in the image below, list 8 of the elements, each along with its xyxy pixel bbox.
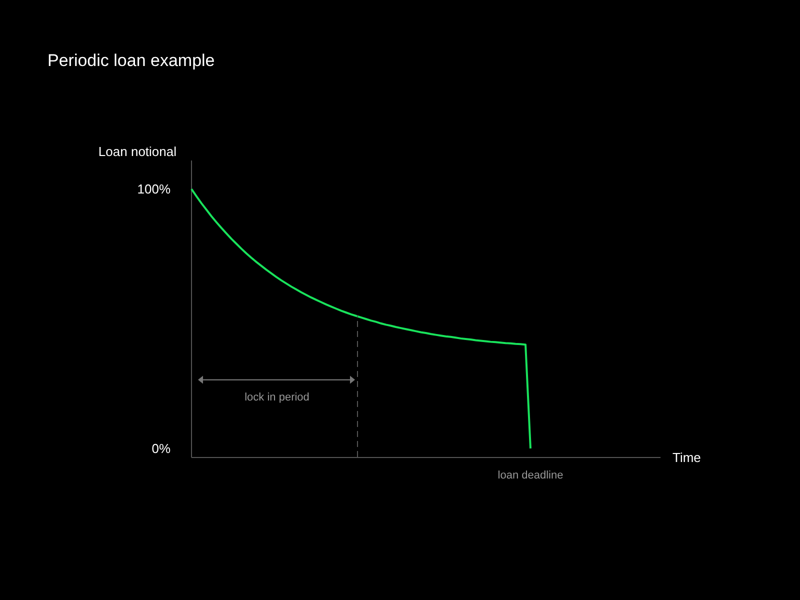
annotation: lock in period bbox=[244, 391, 310, 404]
text: Time bbox=[672, 450, 701, 465]
text: loan deadline bbox=[498, 470, 564, 482]
y-axis-title: Loan notional bbox=[98, 144, 177, 159]
y-tick-label: 0% bbox=[152, 440, 171, 456]
line-series bbox=[190, 188, 532, 450]
y-tick-label: 100% bbox=[137, 182, 171, 197]
chart-title: Periodic loan example bbox=[48, 51, 215, 70]
